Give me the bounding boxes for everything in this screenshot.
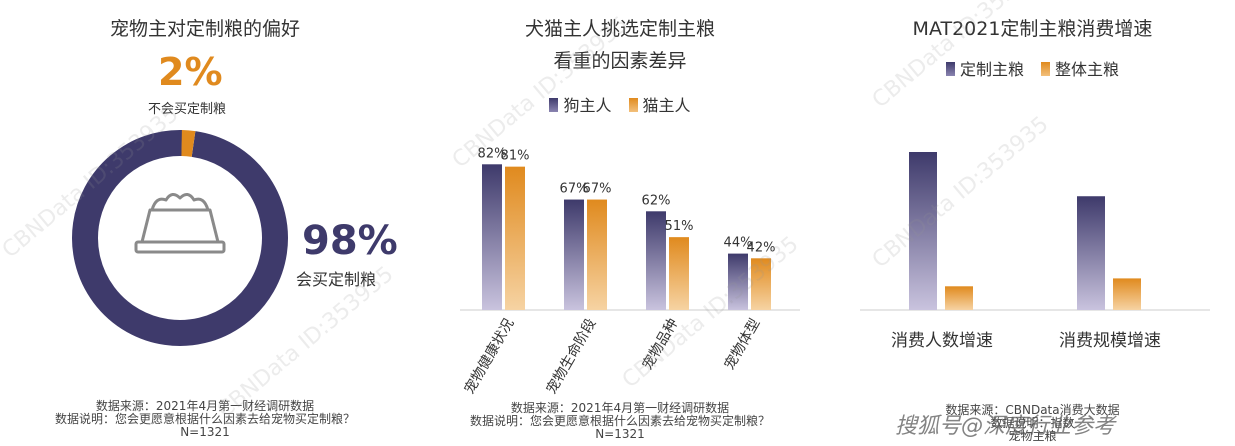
legend-overall-food: 整体主粮: [1041, 60, 1119, 79]
bar-cat-1: [587, 199, 607, 310]
source-note-3: 数据来源：CBNData消费大数据 数据说明：指数 宠物主粮: [830, 404, 1235, 443]
bar-custom-1: [1077, 196, 1105, 310]
donut-slice-buy: [72, 130, 288, 346]
legend-label-dog: 狗主人: [563, 96, 612, 115]
donut-slice-no-buy: [72, 130, 288, 346]
legend-label-cat: 猫主人: [642, 96, 691, 115]
sample-size: N=1321: [595, 427, 645, 441]
note-line: 数据说明：指数: [990, 416, 1075, 430]
category-label: 宠物体型: [722, 316, 764, 372]
sohu-overlay-watermark: 搜狐号@深度行业参考: [895, 414, 1116, 439]
bar-value-label: 82%: [478, 146, 507, 161]
bar-value-label: 62%: [642, 193, 671, 208]
pet-food-bowl-icon: [134, 193, 226, 254]
buy-label: 会买定制粮: [296, 270, 377, 289]
bar-cat-3: [751, 258, 771, 310]
category-label: 宠物生命阶段: [543, 316, 600, 397]
legend-dog-owner: 狗主人: [549, 96, 611, 115]
growth-title: MAT2021定制主粮消费增速: [912, 18, 1153, 40]
no-buy-label: 不会买定制粮: [148, 102, 227, 117]
legend-label-overall: 整体主粮: [1055, 60, 1120, 79]
bar-dog-1: [564, 199, 584, 310]
bar-value-label: 44%: [724, 236, 753, 251]
bar-cat-0: [505, 166, 525, 310]
source-note-2: 数据来源：2021年4月第一财经调研数据 数据说明：您会更愿意根据什么因素去给宠…: [410, 402, 830, 441]
question-line: 数据说明：您会更愿意根据什么因素去给宠物买定制粮？: [54, 412, 355, 426]
category-label: 宠物健康状况: [461, 316, 518, 397]
factors-title-line1: 犬猫主人挑选定制主粮: [524, 18, 715, 40]
bar-custom-0: [909, 152, 937, 310]
donut-chart: [72, 130, 288, 346]
question-line: 数据说明：您会更愿意根据什么因素去给宠物买定制粮？: [469, 414, 770, 428]
bar-dog-0: [482, 164, 502, 310]
bar-cat-2: [669, 237, 689, 310]
growth-panel: MAT2021定制主粮消费增速 定制主粮 整体主粮 消费人数增速 消费规模增速 数…: [830, 0, 1235, 446]
category-label: 消费规模增速: [1059, 331, 1161, 351]
category-line: 宠物主粮: [1008, 429, 1057, 443]
factors-legend: 狗主人 猫主人: [410, 92, 830, 116]
category-label: 消费人数增速: [891, 331, 993, 351]
source-line: 数据来源：2021年4月第一财经调研数据: [95, 399, 315, 413]
sample-size: N=1321: [180, 425, 230, 439]
factors-panel: 犬猫主人挑选定制主粮 看重的因素差异 狗主人 猫主人 82% 81% 宠物健康状况 6…: [410, 0, 830, 446]
bar-overall-1: [1113, 278, 1141, 310]
preference-title: 宠物主对定制粮的偏好: [109, 18, 300, 40]
bar-value-label: 51%: [665, 219, 694, 234]
bar-dog-3: [728, 253, 748, 310]
legend-swatch-custom: [945, 62, 955, 76]
no-buy-percentage: 2%: [158, 50, 223, 94]
legend-swatch-cat: [628, 98, 638, 112]
bar-overall-0: [945, 286, 973, 310]
source-note-1: 数据来源：2021年4月第一财经调研数据 数据说明：您会更愿意根据什么因素去给宠…: [0, 400, 410, 439]
legend-cat-owner: 猫主人: [628, 96, 691, 115]
factors-title-line2: 看重的因素差异: [553, 50, 687, 72]
bar-value-label: 67%: [560, 182, 589, 197]
growth-bar-chart: 消费人数增速 消费规模增速: [860, 152, 1210, 351]
legend-swatch-overall: [1041, 62, 1051, 76]
preference-panel: 宠物主对定制粮的偏好 2% 不会买定制粮 98% 会买定制粮 数据来源：2021…: [0, 0, 410, 446]
bar-value-label: 67%: [583, 182, 612, 197]
source-line: 数据来源：2021年4月第一财经调研数据: [510, 401, 730, 415]
bar-value-label: 42%: [747, 240, 776, 255]
legend-swatch-dog: [549, 98, 559, 112]
factors-bar-chart: 82%81% 宠物健康状况 67%67% 宠物生命阶段 62% 51% 宠物品种 44%42%…: [460, 146, 800, 397]
growth-legend: 定制主粮 整体主粮: [830, 56, 1235, 80]
bar-dog-2: [646, 211, 666, 310]
bar-value-label: 81%: [501, 149, 530, 164]
legend-custom-food: 定制主粮: [945, 60, 1024, 79]
buy-percentage: 98%: [302, 218, 398, 264]
legend-label-custom: 定制主粮: [959, 60, 1024, 79]
category-label: 宠物品种: [640, 316, 682, 372]
source-line: 数据来源：CBNData消费大数据: [945, 403, 1120, 417]
